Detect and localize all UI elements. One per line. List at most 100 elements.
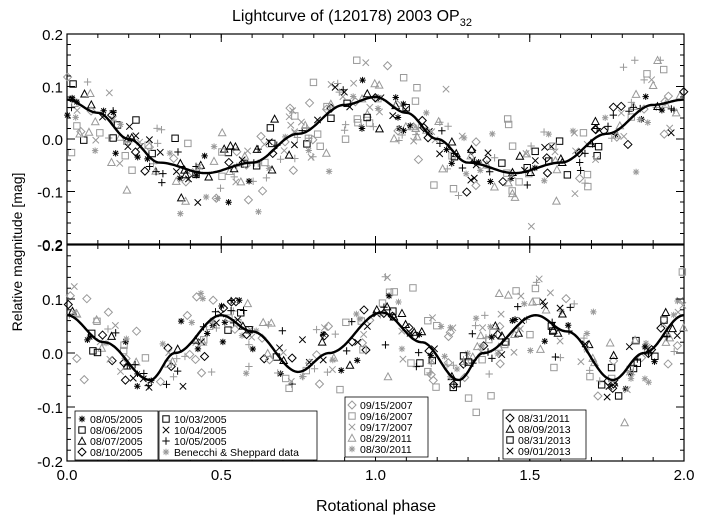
top-point: [593, 152, 601, 160]
bottom-point: [495, 359, 505, 369]
bottom-point: [314, 379, 325, 389]
top-point: [284, 150, 294, 159]
top-point: [134, 153, 141, 161]
bottom-point: [494, 288, 504, 298]
top-point: [631, 56, 639, 64]
bottom-point: [673, 331, 681, 340]
bottom-point: [630, 335, 640, 344]
top-point: [482, 159, 492, 169]
bottom-y-tick-label: 0.0: [42, 346, 63, 363]
bottom-point: [670, 347, 678, 356]
bottom-point: [596, 377, 604, 385]
top-point: [321, 148, 331, 157]
top-point: [515, 178, 523, 186]
bottom-point: [129, 374, 137, 382]
top-point: [265, 138, 273, 146]
top-point: [675, 90, 685, 100]
bottom-point: [428, 314, 437, 322]
legend-label: 08/07/2005: [90, 436, 143, 448]
bottom-point: [661, 337, 671, 346]
top-point: [400, 127, 407, 134]
top-point: [482, 155, 492, 165]
top-point: [581, 149, 589, 158]
top-point: [542, 168, 553, 178]
top-point: [515, 151, 525, 160]
bottom-point: [319, 356, 327, 364]
bottom-point: [493, 329, 503, 340]
bottom-point: [399, 355, 407, 363]
bottom-point: [593, 391, 603, 401]
top-plot-frame: [66, 33, 685, 245]
bottom-point: [432, 383, 440, 391]
top-point: [282, 133, 289, 141]
top-point: [369, 122, 378, 131]
top-point: [158, 178, 166, 187]
top-point: [152, 167, 160, 176]
top-point: [340, 88, 348, 96]
bottom-point: [218, 303, 229, 313]
top-point: [616, 101, 626, 112]
top-point: [335, 88, 344, 96]
legend-marker: [78, 426, 86, 434]
bottom-point: [597, 381, 606, 389]
top-point: [265, 165, 273, 172]
top-point: [171, 134, 179, 142]
top-point: [128, 166, 136, 174]
legend-label: 08/06/2005: [90, 425, 143, 437]
top-point: [354, 118, 362, 127]
top-point: [454, 191, 463, 200]
bottom-point: [199, 295, 206, 302]
top-point: [285, 113, 293, 121]
bottom-point: [84, 336, 91, 344]
bottom-point: [633, 359, 641, 367]
bottom-point: [570, 300, 578, 308]
top-point: [255, 208, 262, 215]
bottom-point: [517, 292, 525, 300]
top-point: [225, 199, 232, 206]
top-point: [176, 175, 184, 182]
top-point: [444, 122, 452, 130]
top-point: [291, 112, 299, 120]
bottom-point: [580, 334, 588, 342]
bottom-point: [196, 368, 207, 378]
top-point: [365, 119, 374, 127]
bottom-point: [546, 289, 554, 297]
bottom-point: [199, 351, 210, 362]
top-point: [393, 126, 403, 136]
bottom-point: [535, 275, 543, 283]
bottom-point: [482, 334, 490, 342]
bottom-point: [120, 375, 131, 385]
bottom-y-tick-label: 0.1: [42, 292, 63, 309]
bottom-point: [417, 326, 427, 336]
bottom-point: [447, 324, 454, 331]
top-point: [666, 124, 674, 132]
legend-marker: [348, 445, 356, 453]
top-point: [639, 104, 649, 114]
top-point: [327, 80, 335, 88]
top-point: [627, 98, 636, 107]
legend-label: 08/31/2011: [518, 413, 570, 425]
bottom-point: [328, 365, 336, 374]
bottom-point: [641, 343, 649, 351]
bottom-point: [590, 308, 597, 316]
legends: 08/05/200508/06/200508/07/200508/10/2005…: [74, 396, 587, 461]
top-point: [229, 163, 239, 173]
top-point: [434, 116, 444, 126]
bottom-point: [359, 305, 369, 315]
top-point: [402, 104, 410, 112]
top-point: [358, 125, 366, 132]
bottom-point: [264, 355, 275, 365]
top-point: [73, 106, 81, 114]
top-point: [590, 116, 600, 125]
bottom-point: [468, 330, 477, 338]
bottom-point: [310, 364, 319, 373]
bottom-point: [509, 329, 520, 338]
bottom-point: [449, 383, 457, 392]
top-point: [541, 177, 548, 184]
top-point: [230, 141, 240, 151]
bottom-point: [359, 346, 367, 354]
bottom-point: [277, 370, 284, 377]
bottom-point: [665, 332, 675, 342]
top-point: [303, 140, 311, 148]
top-point: [92, 136, 100, 144]
